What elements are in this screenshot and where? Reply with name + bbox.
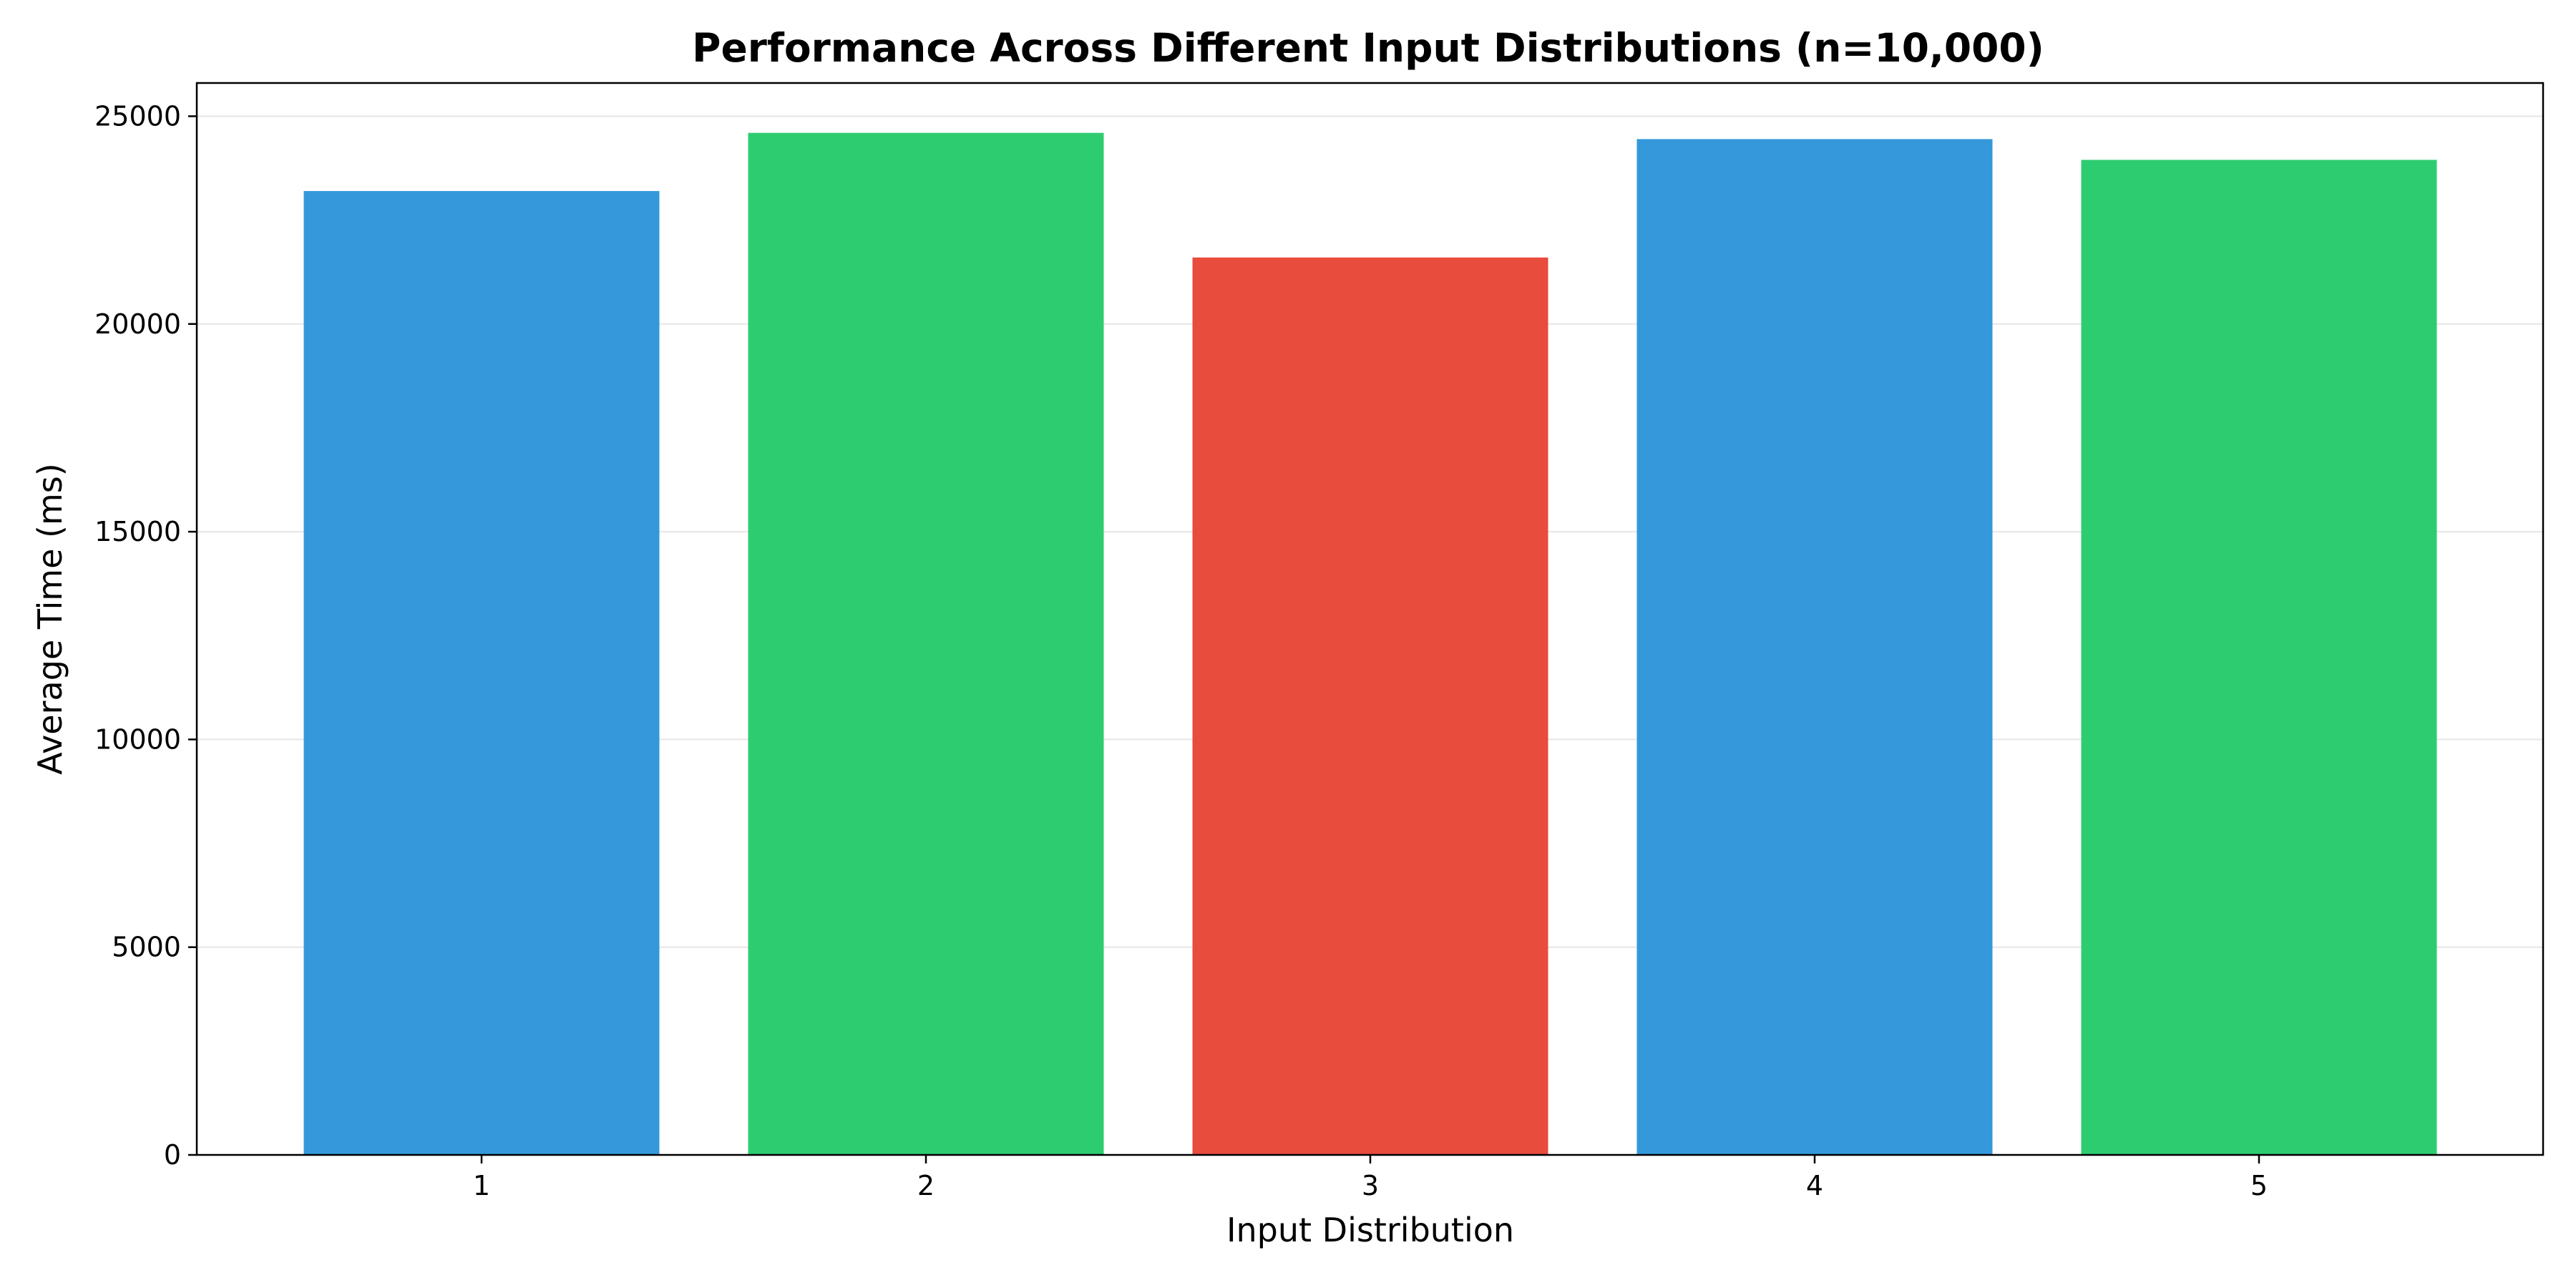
y-tick-label: 20000 <box>94 308 181 340</box>
y-tick-label: 10000 <box>94 723 181 755</box>
y-tick-label: 25000 <box>94 100 181 132</box>
x-tick-label: 2 <box>917 1170 935 1201</box>
bar-1 <box>303 190 660 1156</box>
bar-3 <box>1192 257 1548 1155</box>
y-tick-label: 15000 <box>94 516 181 547</box>
bar-2 <box>748 132 1104 1155</box>
chart-title: Performance Across Different Input Distr… <box>692 25 2044 71</box>
bars <box>303 132 2437 1156</box>
bar-5 <box>2081 160 2437 1155</box>
x-tick-label: 3 <box>1362 1170 1379 1201</box>
y-axis-label: Average Time (ms) <box>31 463 69 774</box>
x-tick-label: 5 <box>2250 1170 2268 1201</box>
x-tick-label: 4 <box>1806 1170 1823 1201</box>
x-tick-label: 1 <box>473 1170 490 1201</box>
y-axis: 0 5000 10000 15000 20000 25000 <box>94 100 197 1171</box>
y-tick-label: 0 <box>164 1139 181 1171</box>
y-tick-label: 5000 <box>112 932 181 963</box>
x-axis-label: Input Distribution <box>1226 1211 1514 1249</box>
x-axis: 1 2 3 4 5 <box>473 1155 2268 1201</box>
bar-4 <box>1636 139 1993 1155</box>
